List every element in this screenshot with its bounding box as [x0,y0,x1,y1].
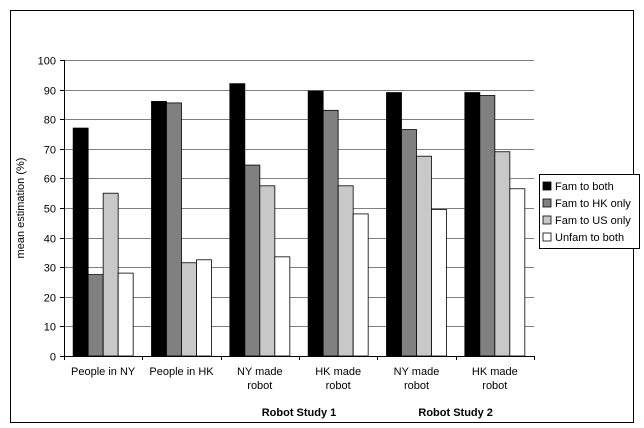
y-tick-label: 50 [44,204,56,216]
y-tick-label: 0 [50,352,56,364]
group-label: Robot Study 1 [262,407,337,419]
bar [229,83,246,357]
bar [479,95,496,357]
bar [181,262,197,357]
y-tick-label: 80 [44,115,56,127]
bar [307,90,324,357]
bar [352,213,369,357]
x-tick-label: NY made robot [237,366,283,392]
y-tick-label: 90 [44,86,56,98]
legend-swatch [542,215,552,225]
bar [431,209,447,357]
y-tick-label: 60 [44,174,56,186]
bar [416,155,432,357]
legend-swatch [542,181,552,191]
bar [494,151,511,357]
x-tick-label: NY made robot [394,366,440,392]
bar [72,127,89,357]
bar [151,101,167,357]
legend-label: Fam to US only [555,215,631,227]
bar [102,192,119,357]
bar [401,129,417,357]
bar [117,272,134,357]
bar [166,102,182,357]
legend-swatch [542,198,552,208]
x-tick-label: HK made robot [315,366,361,392]
x-tick-label: People in HK [149,366,214,378]
legend-label: Fam to HK only [555,198,631,210]
legend-label: Unfam to both [555,232,624,244]
y-tick-label: 30 [44,263,56,275]
legend-box [539,174,640,249]
y-tick-label: 10 [44,322,56,334]
group-label: Robot Study 2 [418,407,493,419]
bar [386,92,402,357]
legend-swatch [542,232,552,242]
y-tick-label: 100 [38,56,56,68]
bar [87,274,104,357]
bar [244,164,261,357]
bar [337,185,354,357]
y-axis-label: mean estimation (%) [15,158,27,259]
bar [274,256,291,357]
bar [259,185,276,357]
bar [196,259,212,357]
x-tick-label: People in NY [71,366,136,378]
bar [509,188,526,357]
legend-label: Fam to both [555,181,614,193]
x-tick-label: HK made robot [472,366,518,392]
y-tick-label: 70 [44,145,56,157]
y-tick-label: 40 [44,234,56,246]
y-tick-label: 20 [44,293,56,305]
bar [464,92,481,357]
bar [322,109,339,357]
